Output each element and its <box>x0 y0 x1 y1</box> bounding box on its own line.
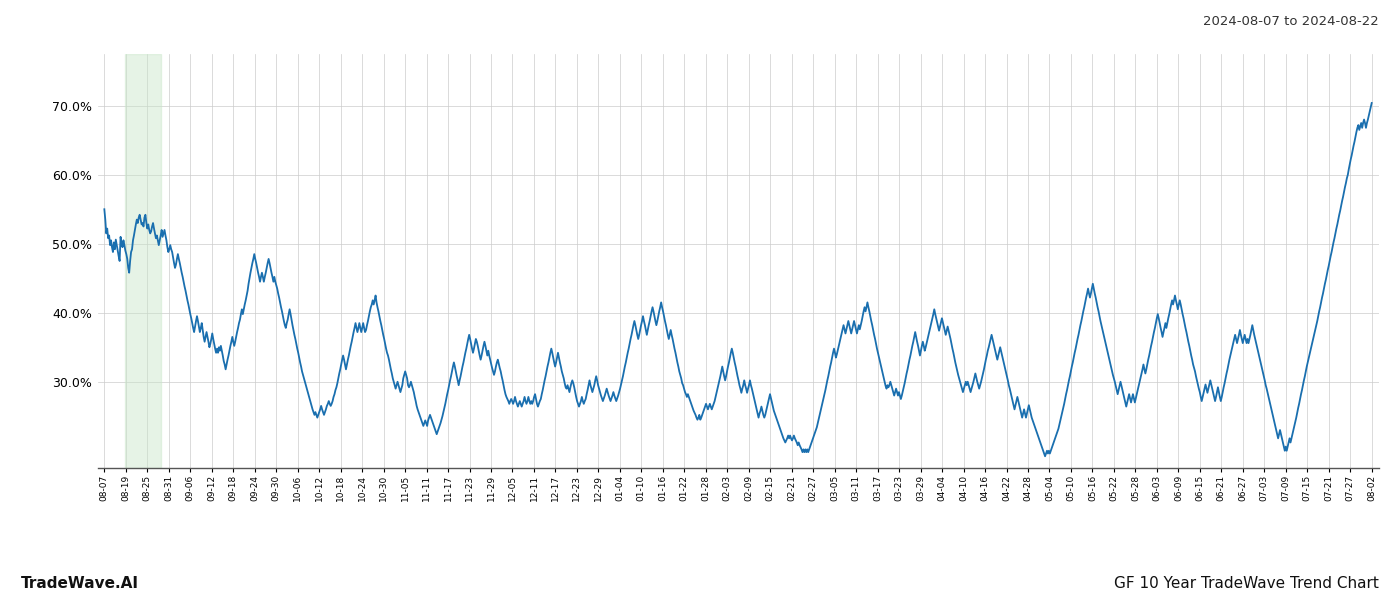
Text: TradeWave.AI: TradeWave.AI <box>21 576 139 591</box>
Bar <box>125 54 161 468</box>
Text: 2024-08-07 to 2024-08-22: 2024-08-07 to 2024-08-22 <box>1203 15 1379 28</box>
Text: GF 10 Year TradeWave Trend Chart: GF 10 Year TradeWave Trend Chart <box>1114 576 1379 591</box>
